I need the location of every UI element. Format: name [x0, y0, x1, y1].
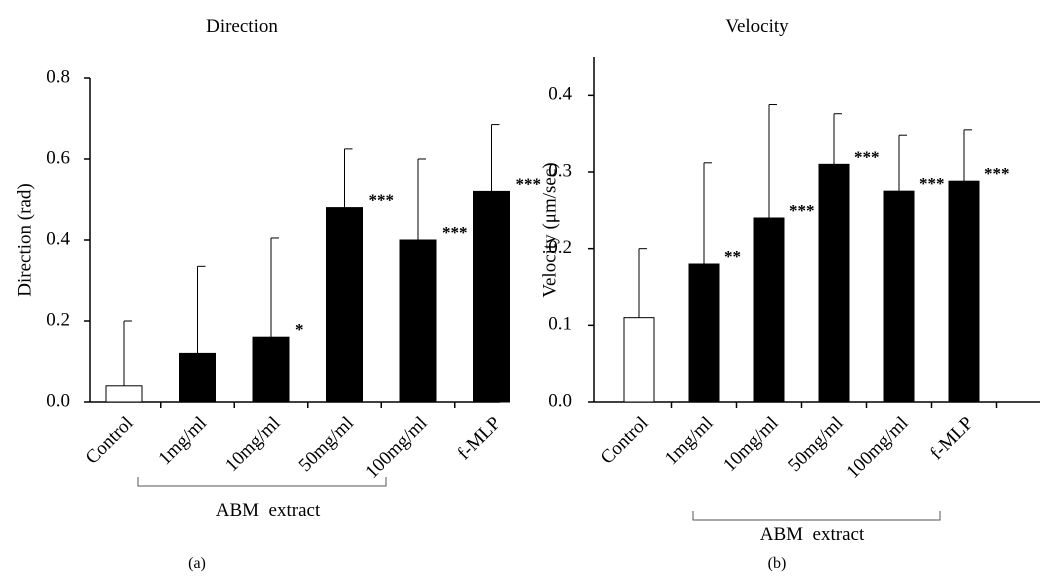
significance-label: *** [984, 164, 1010, 183]
y-tick-label: 0.1 [548, 314, 572, 335]
chart-title: Direction [206, 16, 278, 37]
significance-label: *** [789, 201, 815, 220]
category-label: 10mg/ml [719, 413, 782, 476]
significance-label: *** [442, 223, 468, 242]
bar [753, 217, 785, 403]
y-tick-label: 0.6 [46, 147, 70, 168]
significance-label: ** [724, 247, 741, 266]
y-tick-label: 0.2 [46, 309, 70, 330]
y-tick-label: 0.8 [46, 66, 70, 87]
significance-label: *** [369, 191, 395, 210]
category-label: 10mg/ml [221, 413, 284, 476]
y-tick-label: 0.0 [46, 390, 70, 411]
group-label: ABM extract [760, 524, 865, 545]
panel-label: (a) [188, 555, 206, 572]
panel-label: (b) [768, 555, 787, 572]
category-label: 50mg/ml [784, 413, 847, 476]
group-bracket [137, 477, 387, 487]
category-label: 1mg/ml [154, 413, 211, 470]
category-label: 1mg/ml [661, 413, 718, 470]
bar [948, 180, 980, 403]
group-bracket [692, 511, 941, 521]
chart-title: Velocity [725, 16, 789, 37]
category-label: 100mg/ml [361, 413, 431, 483]
y-tick-label: 0.2 [548, 237, 572, 258]
bar [326, 207, 363, 403]
category-label: f-MLP [926, 413, 977, 464]
y-axis-label: Direction (rad) [14, 183, 35, 296]
bar [252, 336, 290, 403]
significance-label: *** [919, 174, 945, 193]
bar [179, 352, 216, 403]
group-label: ABM extract [216, 500, 321, 521]
bar [473, 190, 510, 403]
bar [818, 163, 850, 403]
significance-label: *** [854, 147, 880, 166]
direction-chart: Direction Direction (rad) 0.0 0.2 0.4 0.6 0.8 C… [14, 16, 541, 572]
category-label: f-MLP [454, 413, 505, 464]
y-tick-label: 0.0 [548, 390, 572, 411]
significance-label: *** [516, 174, 542, 193]
category-label: Control [597, 413, 653, 469]
bar [399, 239, 437, 403]
category-label: Control [82, 413, 138, 469]
bar [688, 263, 720, 403]
y-tick-label: 0.4 [46, 228, 70, 249]
velocity-chart: Velocity Velocity (μm/sec) 0.0 0.1 0.2 0.3 0.4… [539, 16, 1040, 572]
bar [883, 190, 915, 403]
bar [105, 385, 143, 403]
y-tick-label: 0.3 [548, 160, 572, 181]
category-label: 100mg/ml [842, 413, 912, 483]
y-tick-label: 0.4 [548, 84, 572, 105]
significance-label: * [295, 320, 304, 339]
bar [623, 317, 655, 403]
category-label: 50mg/ml [295, 413, 358, 476]
y-axis-label: Velocity (μm/sec) [539, 162, 560, 297]
